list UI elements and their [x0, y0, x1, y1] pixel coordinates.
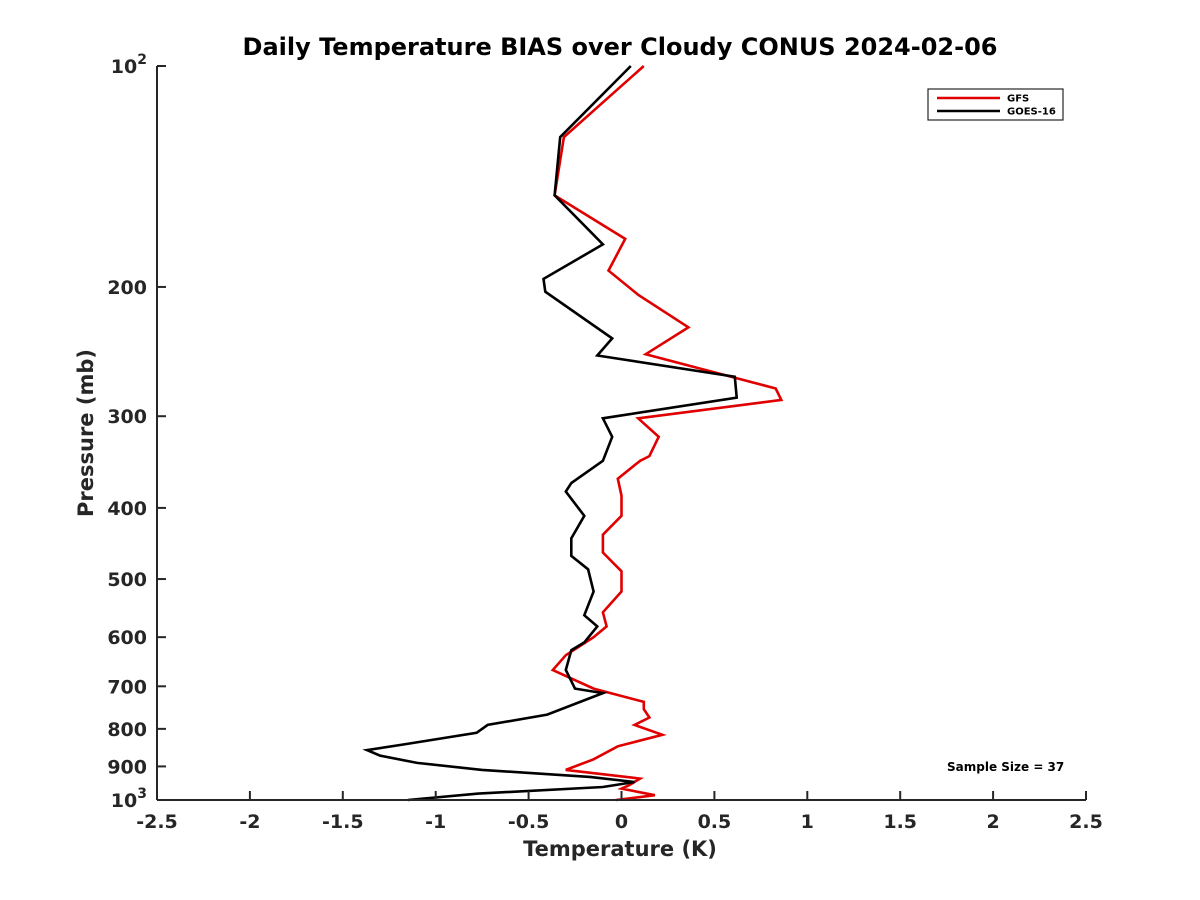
- x-tick-label: -0.5: [508, 811, 550, 833]
- series-line-gfs: [550, 65, 784, 802]
- sample-size-annotation: Sample Size = 37: [947, 760, 1064, 774]
- x-tick-label: -1.5: [322, 811, 364, 833]
- y-tick-label: 600: [107, 627, 147, 649]
- y-tick-label: 700: [107, 676, 147, 698]
- y-tick-label: 300: [107, 406, 147, 428]
- y-tick-label: 900: [107, 756, 147, 778]
- legend: GFS GOES-16: [927, 88, 1064, 121]
- legend-label-goes-16: GOES-16: [1007, 107, 1056, 118]
- x-tick-label: 1.5: [883, 811, 917, 833]
- x-tick-label: 2.5: [1069, 811, 1103, 833]
- plot-series-group: [362, 65, 784, 802]
- y-tick-label: 800: [107, 719, 147, 741]
- legend-box: [927, 88, 1064, 121]
- legend-label-gfs: GFS: [1007, 94, 1029, 105]
- x-tick-label: 1: [801, 811, 814, 833]
- x-tick-label: -2: [239, 811, 260, 833]
- chart-title: Daily Temperature BIAS over Cloudy CONUS…: [243, 33, 998, 61]
- y-tick-label: 400: [107, 498, 147, 520]
- y-tick-label: 200: [107, 277, 147, 299]
- x-tick-label: -1: [425, 811, 446, 833]
- x-tick-label: 0.5: [698, 811, 732, 833]
- x-tick-label: 2: [986, 811, 999, 833]
- y-ticks-group: 102 200 300 400 500 600 700 800 900 103: [107, 52, 166, 812]
- y-tick-label: 102: [111, 52, 147, 78]
- y-tick-label: 500: [107, 569, 147, 591]
- series-line-goes-16: [362, 65, 739, 802]
- x-tick-label: 0: [615, 811, 628, 833]
- x-ticks-group: -2.5 -2 -1.5 -1 -0.5 0 0.5 1 1.5 2 2.5: [136, 791, 1103, 833]
- x-tick-label: -2.5: [136, 811, 178, 833]
- y-tick-label: 103: [111, 786, 147, 812]
- y-axis-label: Pressure (mb): [74, 349, 98, 517]
- x-axis-label: Temperature (K): [523, 837, 717, 861]
- axes-group: [156, 66, 1086, 801]
